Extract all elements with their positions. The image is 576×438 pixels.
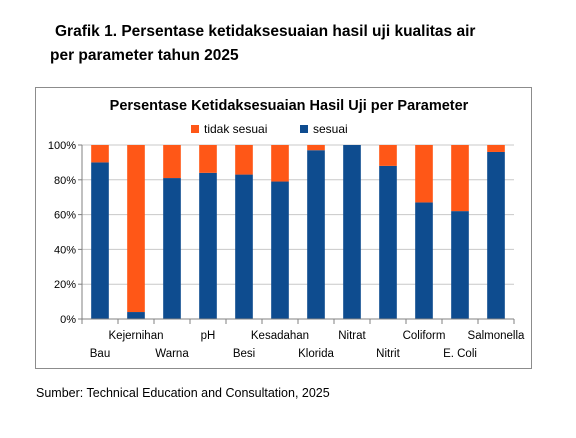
caption-line-1: Grafik 1. Persentase ketidaksesuaian has… [55, 23, 476, 40]
axes [78, 144, 515, 324]
bar-sesuai-kesadahan [271, 181, 289, 319]
bar-tidak-sesuai-salmonella [487, 145, 505, 152]
bar-sesuai-coliform [415, 202, 433, 319]
x-tick-label: Kejernihan [109, 330, 164, 342]
bar-sesuai-ph [199, 172, 217, 319]
bar-sesuai-e-coli [451, 211, 469, 319]
x-tick-label: Kesadahan [251, 330, 309, 342]
source-note: Sumber: Technical Education and Consulta… [36, 386, 330, 400]
bar-sesuai-nitrit [379, 165, 397, 319]
y-tick-label: 20% [54, 279, 76, 291]
x-tick-label: Nitrit [376, 348, 400, 360]
y-tick-label: 0% [60, 314, 76, 326]
caption-line-2: per parameter tahun 2025 [50, 47, 239, 64]
legend-label: tidak sesuai [204, 122, 267, 136]
bar-sesuai-warna [163, 178, 181, 319]
bar-sesuai-salmonella [487, 151, 505, 319]
bar-tidak-sesuai-ph [199, 145, 217, 173]
gridlines [82, 144, 514, 285]
x-tick-label: Coliform [403, 330, 446, 342]
y-tick-label: 80% [54, 175, 76, 187]
y-tick-label: 100% [48, 140, 76, 152]
y-tick-label: 40% [54, 244, 76, 256]
bar-sesuai-besi [235, 174, 253, 319]
x-tick-label: Nitrat [338, 330, 366, 342]
bar-tidak-sesuai-bau [91, 145, 109, 163]
bar-sesuai-bau [91, 162, 109, 319]
chart-frame: Persentase Ketidaksesuaian Hasil Uji per… [35, 87, 532, 369]
legend-swatch-tidak-sesuai [191, 125, 199, 133]
bar-tidak-sesuai-kesadahan [271, 145, 289, 182]
bar-tidak-sesuai-e-coli [451, 145, 469, 212]
bar-tidak-sesuai-warna [163, 145, 181, 179]
legend-swatch-sesuai [300, 125, 308, 133]
x-tick-label: Besi [233, 348, 255, 360]
x-tick-label: Salmonella [468, 330, 525, 342]
bar-sesuai-nitrat [343, 145, 361, 319]
x-tick-label: Klorida [298, 348, 334, 360]
bar-tidak-sesuai-kejernihan [127, 145, 145, 313]
x-tick-label: E. Coli [443, 348, 477, 360]
y-tick-label: 60% [54, 210, 76, 222]
stacked-bar-chart: Persentase Ketidaksesuaian Hasil Uji per… [48, 98, 525, 360]
bars [91, 145, 505, 319]
x-tick-label: Warna [155, 348, 189, 360]
x-tick-label: Bau [90, 348, 110, 360]
legend-label: sesuai [313, 122, 348, 136]
chart-legend: tidak sesuai sesuai [191, 122, 348, 136]
bar-tidak-sesuai-nitrit [379, 145, 397, 166]
bar-sesuai-klorida [307, 150, 325, 319]
bar-tidak-sesuai-besi [235, 145, 253, 175]
y-tick-labels: 0% 20% 40% 60% 80% 100% [48, 140, 76, 326]
bar-tidak-sesuai-klorida [307, 145, 325, 151]
chart-title: Persentase Ketidaksesuaian Hasil Uji per… [110, 98, 469, 114]
x-tick-label: pH [201, 330, 216, 342]
bar-tidak-sesuai-coliform [415, 145, 433, 203]
figure-caption: Grafik 1. Persentase ketidaksesuaian has… [50, 20, 530, 68]
bar-sesuai-kejernihan [127, 312, 145, 319]
